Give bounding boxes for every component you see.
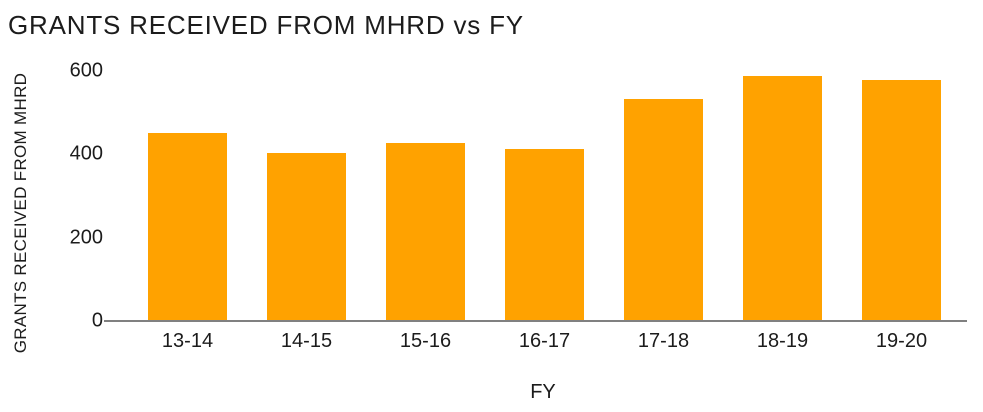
x-tick-label: 14-15 <box>280 330 333 352</box>
x-tick-label: 16-17 <box>518 330 571 352</box>
x-axis-line <box>104 320 967 322</box>
x-tick-label: 13-14 <box>161 330 214 352</box>
x-tick-label: 18-19 <box>756 330 809 352</box>
y-tick-label: 600 <box>69 59 103 82</box>
bar-19-20 <box>862 80 941 320</box>
bar-17-18 <box>624 99 703 320</box>
y-tick-label: 400 <box>69 142 103 165</box>
chart-title: GRANTS RECEIVED FROM MHRD vs FY <box>8 10 524 40</box>
bar-16-17 <box>505 149 584 320</box>
y-tick-label: 0 <box>91 309 103 332</box>
bar-13-14 <box>148 132 227 320</box>
x-axis-title: FY <box>530 381 556 403</box>
x-tick-label: 17-18 <box>637 330 690 352</box>
y-tick-label: 200 <box>69 226 103 249</box>
bar-14-15 <box>267 153 346 320</box>
x-tick-label: 15-16 <box>399 330 452 352</box>
x-tick-label: 19-20 <box>875 330 928 352</box>
bar-15-16 <box>386 142 465 320</box>
bar-18-19 <box>743 76 822 320</box>
